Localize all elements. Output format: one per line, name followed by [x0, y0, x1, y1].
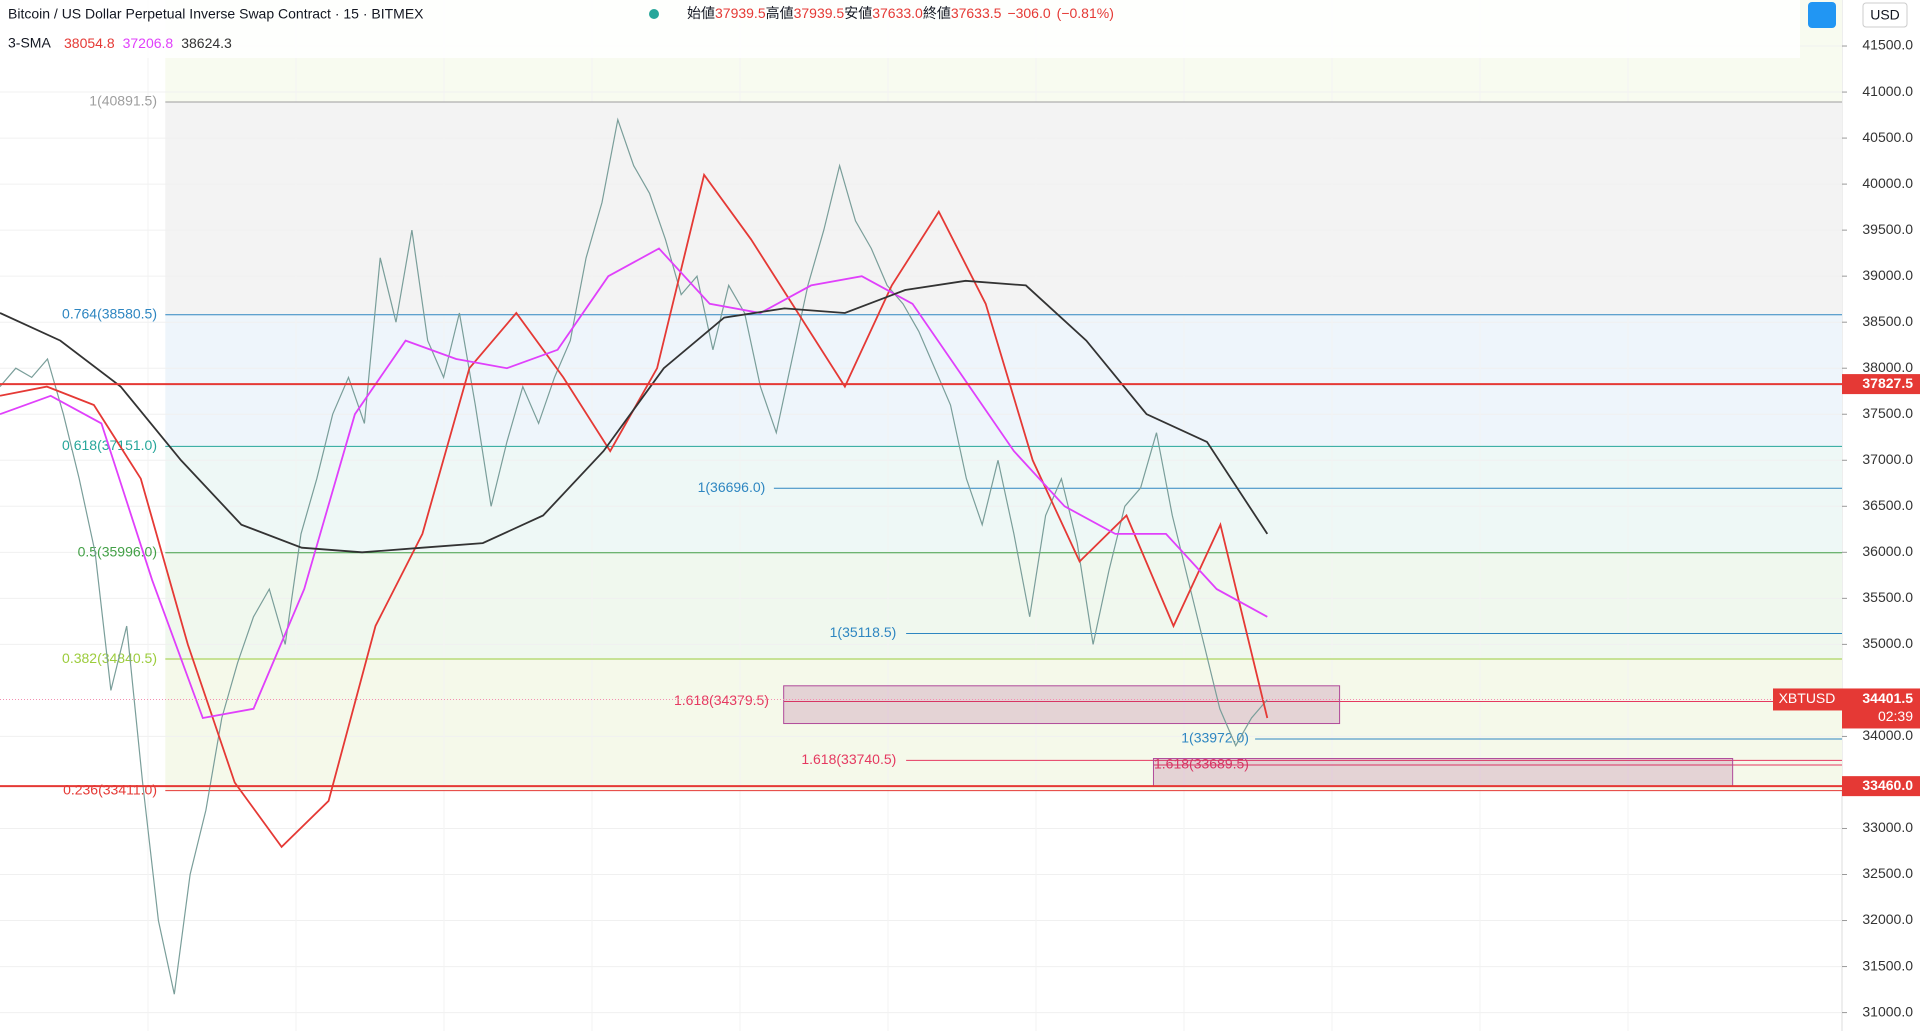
y-tick-label: 33000.0	[1862, 819, 1913, 835]
ohlc-value: 37633.5	[951, 5, 1002, 21]
extension-label: 1(33972.0)	[1181, 730, 1249, 746]
y-tick-label: 39000.0	[1862, 267, 1913, 283]
y-tick-label: 36500.0	[1862, 497, 1913, 513]
fib-label: 0.5(35996.0)	[78, 543, 157, 559]
fib-band	[165, 102, 1842, 315]
ohlc-value: 37939.5	[715, 5, 766, 21]
currency: USD	[1870, 7, 1900, 23]
last-price-tag	[1842, 688, 1920, 729]
fullscreen-button[interactable]	[1808, 2, 1836, 28]
ohlc-name: 終値	[923, 5, 951, 21]
y-tick-label: 41000.0	[1862, 83, 1913, 99]
countdown: 02:39	[1878, 708, 1913, 724]
status-dot	[649, 9, 659, 19]
fib-label: 1(40891.5)	[89, 93, 157, 109]
ohlc-name: 始値	[687, 5, 715, 21]
extension-label: 1(36696.0)	[698, 479, 766, 495]
price-axis-bg	[1842, 0, 1920, 1031]
y-tick-label: 31000.0	[1862, 1003, 1913, 1019]
change: (−0.81%)	[1057, 5, 1114, 21]
ohlc-name: 高値	[766, 5, 794, 21]
symbol-title: Bitcoin / US Dollar Perpetual Inverse Sw…	[8, 6, 424, 22]
extension-label: 1.618(33689.5)	[1154, 756, 1249, 772]
y-tick-label: 38500.0	[1862, 313, 1913, 329]
zone-box	[1152, 758, 1734, 787]
y-tick-label: 41500.0	[1862, 37, 1913, 53]
y-tick-label: 35500.0	[1862, 589, 1913, 605]
price-tag	[1842, 776, 1920, 797]
indicator-value: 37206.8	[123, 35, 174, 51]
y-tick-label: 32000.0	[1862, 911, 1913, 927]
indicator-name: 3-SMA	[8, 35, 51, 51]
fib-label: 0.382(34840.5)	[62, 650, 157, 666]
y-tick-label: 32500.0	[1862, 865, 1913, 881]
price-tag-label: 33460.0	[1862, 777, 1913, 793]
y-tick-label: 40000.0	[1862, 175, 1913, 191]
indicator-values: 38054.8 37206.8 38624.3	[64, 35, 232, 51]
y-tick-label: 40500.0	[1862, 129, 1913, 145]
price-line	[0, 117, 1268, 995]
currency-box	[1862, 2, 1908, 28]
indicator-value: 38054.8	[64, 35, 115, 51]
y-tick-label: 31500.0	[1862, 957, 1913, 973]
fib-band	[165, 659, 1842, 791]
ohlc-value: 37939.5	[794, 5, 845, 21]
ohlc: 始値37939.5高値37939.5安値37633.0終値37633.5 −306…	[687, 5, 1114, 21]
change: −306.0	[1007, 5, 1050, 21]
symbol-tag	[1773, 688, 1842, 711]
y-tick-label: 34000.0	[1862, 727, 1913, 743]
fib-label: 0.618(37151.0)	[62, 437, 157, 453]
symbol-label: XBTUSD	[1779, 690, 1836, 706]
sma-line	[0, 279, 1269, 554]
sma-line	[0, 247, 1268, 720]
header-bg	[0, 0, 1800, 58]
y-tick-label: 37000.0	[1862, 451, 1913, 467]
ohlc-value: 37633.0	[872, 5, 923, 21]
fib-band	[165, 314, 1842, 447]
y-tick-label: 37500.0	[1862, 405, 1913, 421]
fib-band	[165, 552, 1842, 660]
fib-band	[165, 446, 1842, 553]
y-tick-label: 35000.0	[1862, 635, 1913, 651]
extension-label: 1.618(33740.5)	[801, 751, 896, 767]
price-tag-label: 37827.5	[1862, 375, 1913, 391]
last-price-label: 34401.5	[1862, 690, 1913, 706]
extension-label: 1.618(34379.5)	[674, 692, 769, 708]
zone-box	[783, 685, 1341, 725]
extension-label: 1(35118.5)	[830, 624, 897, 640]
y-tick-label: 39500.0	[1862, 221, 1913, 237]
y-tick-label: 38000.0	[1862, 359, 1913, 375]
indicator-value: 38624.3	[181, 35, 232, 51]
ohlc-name: 安値	[844, 5, 872, 21]
fib-label: 0.764(38580.5)	[62, 305, 157, 321]
price-tag	[1842, 374, 1920, 395]
y-tick-label: 36000.0	[1862, 543, 1913, 559]
